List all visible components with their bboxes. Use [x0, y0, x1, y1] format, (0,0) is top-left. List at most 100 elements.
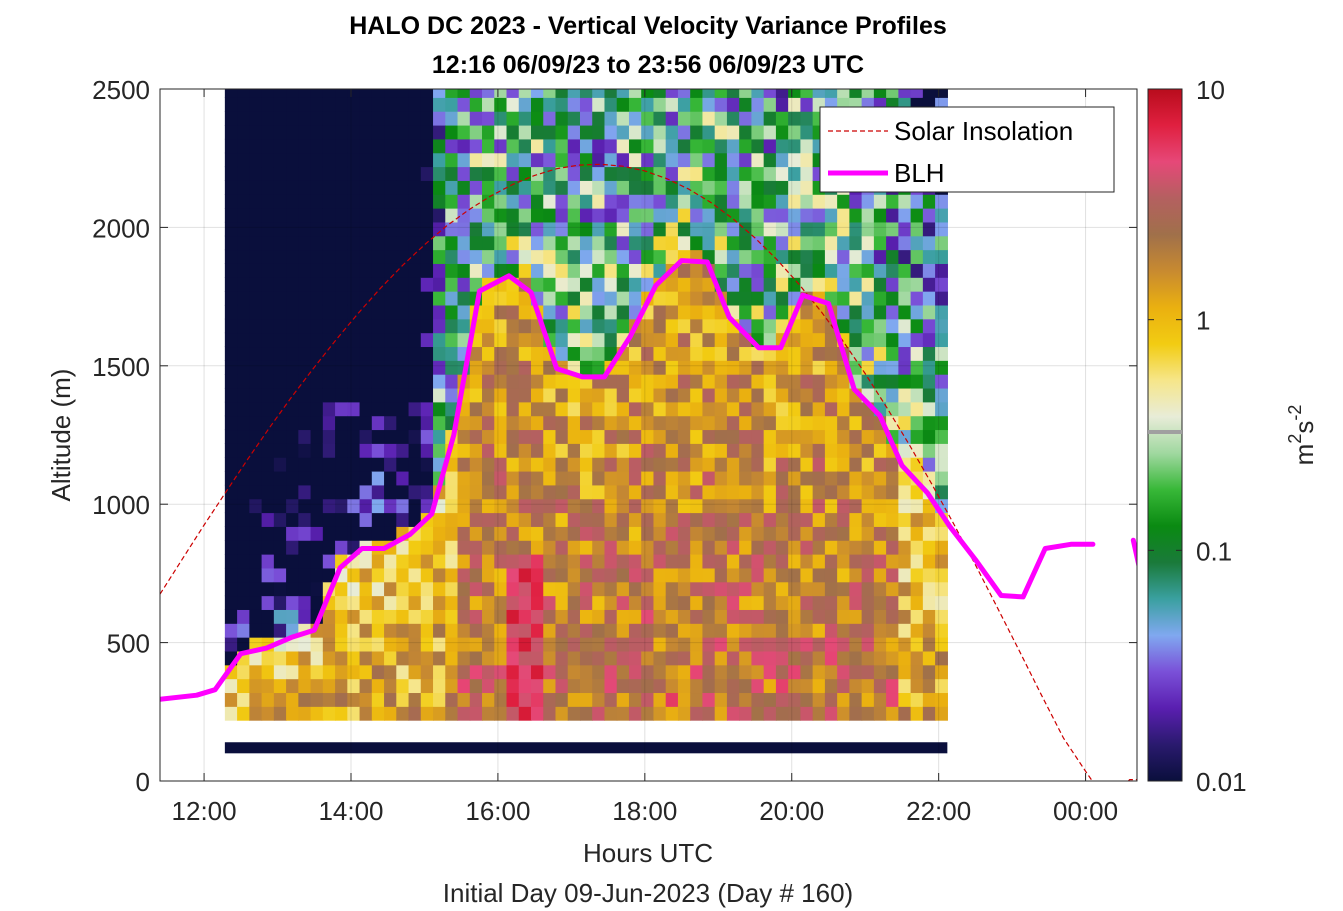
heatmap-cell — [237, 623, 250, 638]
heatmap-cell — [898, 664, 912, 680]
heatmap-cell — [714, 470, 728, 486]
heatmap-cell — [506, 429, 520, 444]
heatmap-cell — [726, 609, 740, 624]
heatmap-cell — [653, 304, 667, 320]
heatmap-cell — [714, 637, 728, 652]
heatmap-cell — [898, 595, 912, 610]
heatmap-cell — [616, 567, 630, 583]
heatmap-cell — [641, 637, 655, 652]
heatmap-cell — [592, 540, 606, 555]
heatmap-cell — [347, 346, 361, 361]
heatmap-cell — [714, 89, 728, 98]
heatmap-cell — [347, 526, 361, 541]
heatmap-cell — [616, 124, 630, 140]
heatmap-cell — [408, 678, 422, 694]
heatmap-cell — [408, 470, 422, 486]
heatmap-cell — [335, 609, 348, 624]
heatmap-cell — [922, 512, 936, 527]
heatmap-cell — [506, 609, 520, 624]
heatmap-cell — [518, 401, 532, 417]
heatmap-cell — [775, 194, 789, 209]
heatmap-cell — [237, 235, 250, 251]
heatmap-cell — [616, 221, 630, 237]
heatmap-cell — [273, 678, 287, 694]
heatmap-cell — [910, 332, 924, 348]
heatmap-cell — [800, 484, 814, 500]
heatmap-cell — [433, 346, 446, 361]
heatmap-cell — [445, 249, 459, 264]
heatmap-cell — [457, 277, 471, 292]
heatmap-cell — [396, 512, 410, 527]
heatmap-cell — [935, 208, 948, 223]
heatmap-cell — [420, 263, 434, 278]
heatmap-cell — [567, 208, 581, 223]
heatmap-cell — [384, 650, 397, 666]
heatmap-cell — [224, 291, 238, 306]
heatmap-cell — [800, 540, 814, 555]
heatmap-cell — [677, 706, 691, 721]
heatmap-cell — [384, 221, 397, 237]
heatmap-cell — [322, 554, 336, 569]
heatmap-cell — [714, 664, 728, 680]
heatmap-cell — [751, 706, 765, 721]
heatmap-cell — [359, 180, 373, 195]
heatmap-cell — [910, 221, 924, 237]
heatmap-cell — [543, 138, 557, 154]
heatmap-cell — [543, 470, 557, 486]
heatmap-cell — [445, 263, 459, 278]
heatmap-cell — [922, 678, 936, 694]
heatmap-cell — [310, 706, 324, 721]
heatmap-cell — [482, 512, 495, 527]
heatmap-cell — [445, 166, 459, 181]
heatmap-cell — [261, 498, 275, 514]
heatmap-cell — [555, 581, 569, 597]
heatmap-cell — [751, 235, 765, 251]
heatmap-cell — [726, 484, 740, 500]
heatmap-cell — [494, 208, 508, 223]
heatmap-cell — [445, 401, 459, 417]
heatmap-cell — [531, 678, 544, 694]
heatmap-cell — [261, 194, 275, 209]
heatmap-cell — [310, 374, 324, 389]
heatmap-cell — [739, 277, 753, 292]
heatmap-cell — [702, 415, 716, 431]
heatmap-cell — [543, 498, 557, 514]
heatmap-cell — [224, 111, 238, 126]
heatmap-cell — [665, 277, 679, 292]
heatmap-cell — [445, 595, 459, 610]
heatmap-cell — [555, 166, 569, 181]
heatmap-cell — [739, 457, 753, 472]
heatmap-cell — [408, 581, 422, 597]
heatmap-cell — [592, 249, 606, 264]
heatmap-cell — [543, 581, 557, 597]
heatmap-cell — [445, 540, 459, 555]
heatmap-cell — [763, 221, 777, 237]
heatmap-cell — [726, 706, 740, 721]
heatmap-cell — [739, 609, 753, 624]
heatmap-cell — [224, 180, 238, 195]
heatmap-cell — [469, 484, 483, 500]
heatmap-cell — [322, 650, 336, 666]
heatmap-cell — [775, 152, 789, 168]
heatmap-cell — [298, 457, 312, 472]
heatmap-cell — [482, 263, 495, 278]
heatmap-cell — [812, 208, 826, 223]
heatmap-cell — [310, 387, 324, 403]
heatmap-cell — [898, 387, 912, 403]
heatmap-cell — [739, 484, 753, 500]
heatmap-cell — [616, 152, 630, 168]
heatmap-cell — [812, 235, 826, 251]
heatmap-cell — [861, 89, 875, 98]
heatmap-cell — [482, 387, 495, 403]
heatmap-cell — [322, 304, 336, 320]
heatmap-cell — [592, 429, 606, 444]
heatmap-cell — [604, 235, 618, 251]
heatmap-cell — [298, 166, 312, 181]
heatmap-cell — [628, 346, 642, 361]
heatmap-cell — [384, 623, 397, 638]
heatmap-cell — [286, 221, 299, 237]
heatmap-cell — [420, 221, 434, 237]
heatmap-cell — [335, 180, 348, 195]
heatmap-cell — [714, 692, 728, 707]
heatmap-cell — [739, 540, 753, 555]
